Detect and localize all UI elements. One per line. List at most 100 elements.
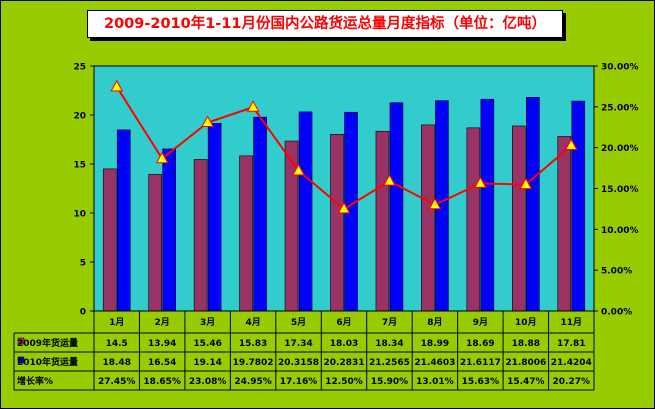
data-label: 15.90% (371, 377, 409, 387)
data-label: 20.27% (553, 377, 591, 387)
plot-area (93, 65, 595, 312)
left-tick-label: 0 (80, 308, 86, 318)
data-label: 21.8006 (505, 358, 546, 368)
legend-key-2010 (17, 356, 25, 364)
data-label: 21.4204 (551, 358, 592, 368)
data-label: 24.95% (234, 377, 272, 387)
data-label: 17.16% (280, 377, 318, 387)
data-label: 20.3158 (278, 358, 319, 368)
category-label: 11月 (561, 317, 583, 328)
right-axis: 0.00% 5.00% 10.00% 15.00% 20.00% 25.00% 30.00% (593, 63, 639, 318)
bar-2010 (389, 102, 404, 312)
bar-2010 (116, 129, 131, 312)
data-label: 18.48 (102, 358, 130, 368)
bar-2009 (102, 168, 117, 312)
category-label: 10月 (515, 317, 537, 328)
growth-rate-point (519, 177, 533, 190)
left-tick-label: 25 (73, 63, 86, 73)
left-tick-label: 15 (73, 161, 86, 171)
bar-2010 (162, 148, 176, 312)
bar-2010 (480, 98, 495, 312)
bar-2009 (330, 134, 344, 312)
data-label: 21.2565 (369, 358, 410, 368)
data-label: 15.63% (462, 377, 500, 387)
growth-rate-point (337, 201, 351, 214)
bar-2009 (148, 174, 162, 312)
category-label: 9月 (473, 317, 488, 328)
data-label: 17.81 (557, 339, 585, 349)
data-label: 18.34 (375, 339, 403, 349)
growth-rate-point (110, 79, 124, 92)
data-label: 18.03 (330, 339, 358, 349)
category-label: 1月 (109, 317, 124, 328)
growth-rate-point (428, 197, 442, 210)
data-label: 21.6117 (460, 358, 501, 368)
data-label: 19.14 (193, 358, 221, 368)
growth-rate-point (246, 100, 260, 112)
bar-2010 (253, 116, 267, 312)
series-name: 2009年货运量 (17, 337, 78, 349)
data-table: 1月 2月 3月 4月 5月 6月 7月 8月 9月 10月 11月 2009年货运量 14.5 13.9… (13, 310, 595, 391)
right-tick-label: 5.00% (601, 267, 632, 277)
data-label: 18.69 (466, 339, 494, 349)
left-tick-label: 10 (73, 210, 86, 220)
data-label: 18.88 (512, 339, 540, 349)
growth-line (110, 79, 578, 214)
left-tick-label: 5 (80, 259, 86, 269)
bar-2010 (571, 100, 586, 312)
bar-2009 (512, 125, 526, 312)
data-label: 15.83 (239, 339, 267, 349)
data-label: 20.2831 (324, 358, 365, 368)
category-label: 6月 (336, 317, 351, 328)
data-label: 15.47% (507, 377, 545, 387)
chart-title-box: 2009-2010年1-11月份国内公路货运总量月度指标（单位：亿吨） (87, 10, 563, 38)
right-tick-label: 20.00% (601, 144, 639, 154)
right-tick-label: 15.00% (601, 185, 639, 195)
bar-2009 (193, 159, 208, 312)
data-label: 15.46 (193, 339, 221, 349)
bar-2010 (526, 97, 540, 312)
growth-rate-point (292, 163, 305, 176)
bar-2009 (375, 130, 390, 312)
legend-key-2009 (17, 337, 25, 345)
category-label: 5月 (291, 317, 306, 328)
data-label: 21.4603 (414, 358, 455, 368)
data-label: 27.45% (98, 377, 136, 387)
data-label: 13.94 (148, 339, 176, 349)
data-label: 23.08% (189, 377, 227, 387)
growth-rate-point (383, 174, 396, 186)
growth-rate-point (474, 176, 487, 188)
category-label: 8月 (427, 317, 442, 328)
data-label: 12.50% (325, 377, 363, 387)
right-tick-label: 0.00% (601, 308, 632, 318)
category-label: 2月 (155, 317, 170, 328)
bar-2009 (239, 155, 253, 312)
data-label: 17.34 (284, 339, 312, 349)
left-axis: 0 5 10 15 20 25 (73, 63, 95, 318)
category-label: 7月 (382, 317, 397, 328)
bar-2009 (557, 136, 572, 312)
data-label: 16.54 (148, 358, 176, 368)
right-tick-label: 10.00% (601, 226, 639, 236)
data-label: 19.7802 (233, 358, 274, 368)
bar-2010 (207, 123, 222, 312)
right-tick-label: 30.00% (601, 63, 639, 73)
series-name: 增长率% (17, 375, 53, 387)
growth-rate-point (201, 115, 214, 128)
data-label: 18.99 (421, 339, 449, 349)
growth-rate-point (564, 138, 578, 150)
data-label: 14.5 (106, 339, 128, 349)
category-label: 4月 (245, 317, 260, 328)
chart-title: 2009-2010年1-11月份国内公路货运总量月度指标（单位：亿吨） (103, 16, 546, 32)
data-label: 18.65% (143, 377, 181, 387)
category-label: 3月 (200, 317, 215, 328)
left-tick-label: 20 (73, 112, 86, 122)
data-label: 13.01% (416, 377, 454, 387)
growth-rate-point (155, 151, 169, 164)
bar-2010 (298, 111, 313, 312)
right-tick-label: 25.00% (601, 103, 639, 113)
series-name: 2010年货运量 (17, 356, 78, 368)
bar-2009 (421, 124, 435, 312)
bar-2009 (466, 127, 481, 312)
